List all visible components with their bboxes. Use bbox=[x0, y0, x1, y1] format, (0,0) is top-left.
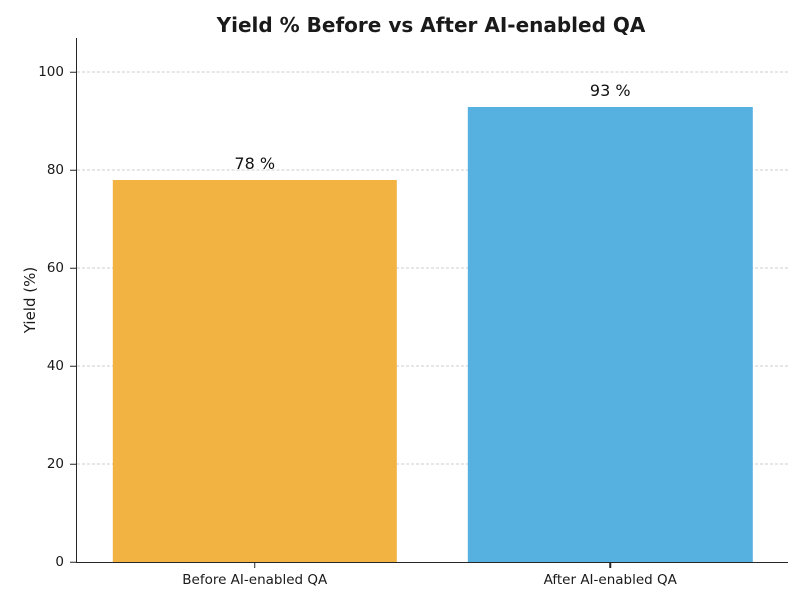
grid-line bbox=[77, 365, 788, 367]
y-tick-label: 0 bbox=[55, 553, 64, 570]
x-tick-label: After AI-enabled QA bbox=[543, 572, 677, 588]
y-tick-mark bbox=[70, 561, 77, 563]
bar-value-label: 78 % bbox=[234, 154, 276, 174]
grid-line bbox=[77, 463, 788, 465]
grid-line bbox=[77, 169, 788, 171]
x-tick-mark bbox=[609, 562, 611, 568]
bar bbox=[468, 106, 753, 562]
x-tick-label: Before AI-enabled QA bbox=[182, 572, 328, 588]
y-tick-mark bbox=[70, 169, 77, 171]
y-tick-label: 100 bbox=[38, 63, 64, 80]
bar bbox=[112, 180, 397, 562]
y-tick-mark bbox=[70, 71, 77, 74]
x-tick-mark bbox=[254, 562, 256, 568]
grid-line bbox=[77, 71, 788, 73]
y-tick-label: 40 bbox=[46, 357, 64, 374]
y-tick-mark bbox=[70, 365, 77, 367]
y-tick-mark bbox=[70, 463, 77, 465]
plot-area: 0 20 40 60 80 100 78 % Before AI-enabled QA 93 %… bbox=[38, 38, 788, 588]
y-axis-label: Yield (%) bbox=[21, 266, 39, 334]
y-tick-mark bbox=[70, 267, 77, 269]
y-tick-label: 80 bbox=[46, 161, 64, 178]
chart-title: Yield % Before vs After AI-enabled QA bbox=[216, 13, 646, 37]
bar-value-label: 93 % bbox=[589, 80, 631, 100]
y-tick-label: 60 bbox=[46, 259, 64, 276]
y-tick-label: 20 bbox=[46, 455, 64, 472]
grid-line bbox=[77, 267, 788, 269]
